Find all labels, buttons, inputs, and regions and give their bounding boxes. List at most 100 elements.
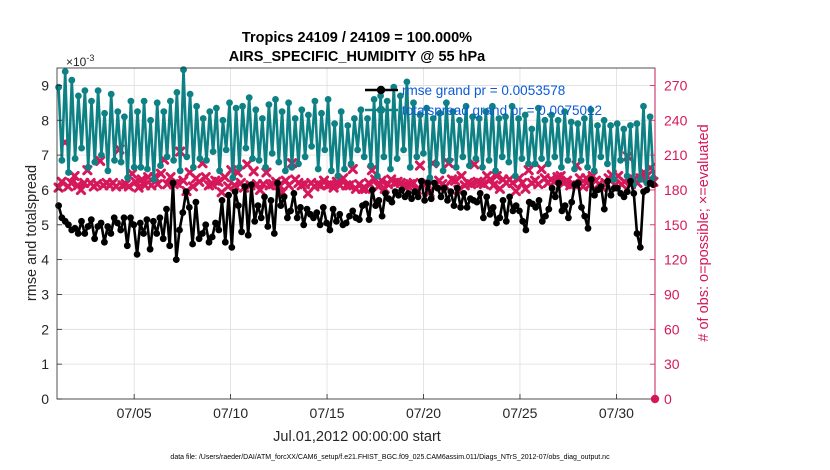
right-y-tick-label: 0 [664, 391, 672, 407]
rmse-point [623, 188, 631, 196]
spread-point [357, 106, 365, 114]
rmse-point [176, 226, 183, 234]
rmse-point [270, 230, 278, 237]
rmse-point [277, 202, 285, 210]
spread-point [515, 115, 522, 122]
rmse-point [591, 191, 598, 199]
rmse-point [267, 197, 275, 204]
spread-point [462, 102, 470, 110]
rmse-point [453, 184, 461, 192]
rmse-point [156, 214, 164, 222]
spread-point [360, 153, 368, 161]
rmse-point [212, 219, 219, 227]
spread-point [475, 115, 483, 122]
rmse-point [195, 235, 203, 243]
rmse-point [123, 242, 131, 250]
rmse-point [444, 197, 451, 204]
rmse-point [362, 200, 370, 208]
rmse-point [496, 214, 504, 222]
spread-point [512, 172, 519, 180]
spread-point [222, 146, 230, 154]
rmse-point [421, 197, 428, 204]
rmse-point [293, 214, 301, 222]
rmse-point [221, 238, 229, 246]
spread-point [351, 115, 358, 122]
rmse-point [287, 207, 294, 215]
right-y-tick-label: 210 [664, 147, 688, 163]
rmse-point [476, 190, 484, 197]
spread-point [479, 163, 486, 171]
rmse-point [545, 205, 553, 213]
rmse-point [153, 230, 161, 237]
rmse-point [166, 242, 174, 250]
rmse-point [127, 214, 134, 222]
rmse-point [84, 223, 92, 230]
spread-point [259, 115, 266, 122]
rmse-point [117, 226, 125, 234]
rmse-point [411, 188, 419, 196]
y-exponent: ×10-3 [66, 53, 94, 69]
spread-point [186, 90, 194, 98]
spread-point [613, 120, 621, 128]
rmse-point [620, 193, 628, 201]
legend-spread-label: totalspread grand pr = 0.0075012 [402, 103, 602, 118]
rmse-point [584, 224, 592, 232]
obs-evaluated-marker [344, 180, 355, 191]
spread-point [452, 163, 460, 171]
rmse-point [587, 176, 595, 183]
rmse-point [460, 190, 468, 197]
y-axis-label: rmse and totalspread [24, 165, 40, 301]
rmse-point [457, 204, 464, 211]
spread-point [567, 118, 575, 126]
rmse-point [81, 230, 89, 237]
obs-evaluated-marker [363, 177, 374, 189]
spread-point [239, 102, 247, 110]
spread-point [341, 165, 348, 173]
spread-point [531, 160, 539, 168]
rmse-point [538, 217, 546, 225]
rmse-point [483, 193, 491, 201]
spread-point [196, 155, 204, 163]
spread-point [291, 115, 299, 122]
spread-point [571, 165, 578, 173]
spread-point [144, 165, 151, 173]
y-tick-label: 5 [41, 217, 49, 233]
spread-point [88, 97, 95, 105]
right-y-tick-label: 120 [664, 252, 688, 268]
rmse-point [254, 202, 262, 210]
spread-point [544, 160, 552, 168]
spread-point [219, 116, 227, 124]
rmse-point [558, 207, 566, 215]
rmse-point [238, 228, 246, 236]
spread-point [347, 160, 355, 168]
spread-point [285, 99, 292, 107]
spread-point [245, 94, 253, 101]
spread-point [229, 174, 237, 182]
right-y-axis-label: # of obs: o=possible; ×=evaluated [696, 124, 712, 341]
spread-point [620, 125, 628, 133]
rmse-point [107, 230, 115, 237]
spread-point [420, 150, 427, 157]
spread-point [495, 115, 503, 122]
rmse-point [179, 209, 187, 217]
rmse-point [218, 197, 226, 204]
obs-evaluated-marker [360, 183, 371, 194]
x-tick-label: 07/20 [406, 405, 441, 421]
spread-point [55, 83, 62, 91]
spread-point [81, 87, 89, 94]
legend-spread-marker [376, 105, 386, 115]
y-tick-label: 9 [41, 77, 49, 93]
spread-point [574, 120, 582, 128]
x-axis-label: Jul.01,2012 00:00:00 start [273, 429, 441, 445]
rmse-point [574, 179, 582, 187]
spread-point [170, 156, 178, 164]
spread-point [528, 125, 536, 133]
spread-point [354, 146, 361, 154]
spread-point [492, 167, 499, 175]
spread-point [160, 108, 168, 115]
spread-point [502, 113, 509, 121]
spread-point [275, 158, 283, 166]
spread-point [71, 155, 79, 163]
right-y-tick-label: 240 [664, 112, 688, 128]
rmse-point [633, 230, 641, 237]
